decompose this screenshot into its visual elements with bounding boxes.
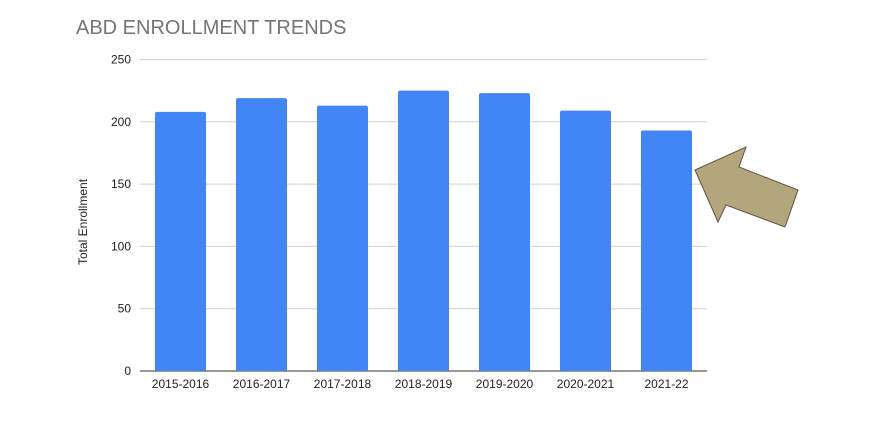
- x-tick-label: 2020-2021: [557, 377, 615, 391]
- bar: [479, 93, 530, 371]
- bar: [317, 105, 368, 372]
- bar: [560, 110, 611, 371]
- bar: [398, 90, 449, 372]
- x-tick-label: 2019-2020: [476, 377, 534, 391]
- y-axis-label: Total Enrollment: [76, 178, 90, 265]
- y-tick-label: 150: [111, 177, 131, 191]
- y-tick-label: 50: [118, 302, 132, 316]
- bar: [641, 130, 692, 371]
- y-tick-label: 200: [111, 115, 131, 129]
- bar: [236, 98, 287, 371]
- x-tick-label: 2018-2019: [395, 377, 453, 391]
- x-tick-label: 2015-2016: [152, 377, 210, 391]
- arrow-annotation: [694, 146, 799, 228]
- x-tick-label: 2021-22: [644, 377, 688, 391]
- chart-title: ABD ENROLLMENT TRENDS: [76, 17, 346, 39]
- y-tick-label: 0: [124, 364, 131, 378]
- bar: [155, 111, 206, 371]
- y-tick-label: 250: [111, 53, 131, 67]
- x-tick-label: 2017-2018: [314, 377, 372, 391]
- y-tick-label: 100: [111, 239, 131, 253]
- x-tick-label: 2016-2017: [233, 377, 291, 391]
